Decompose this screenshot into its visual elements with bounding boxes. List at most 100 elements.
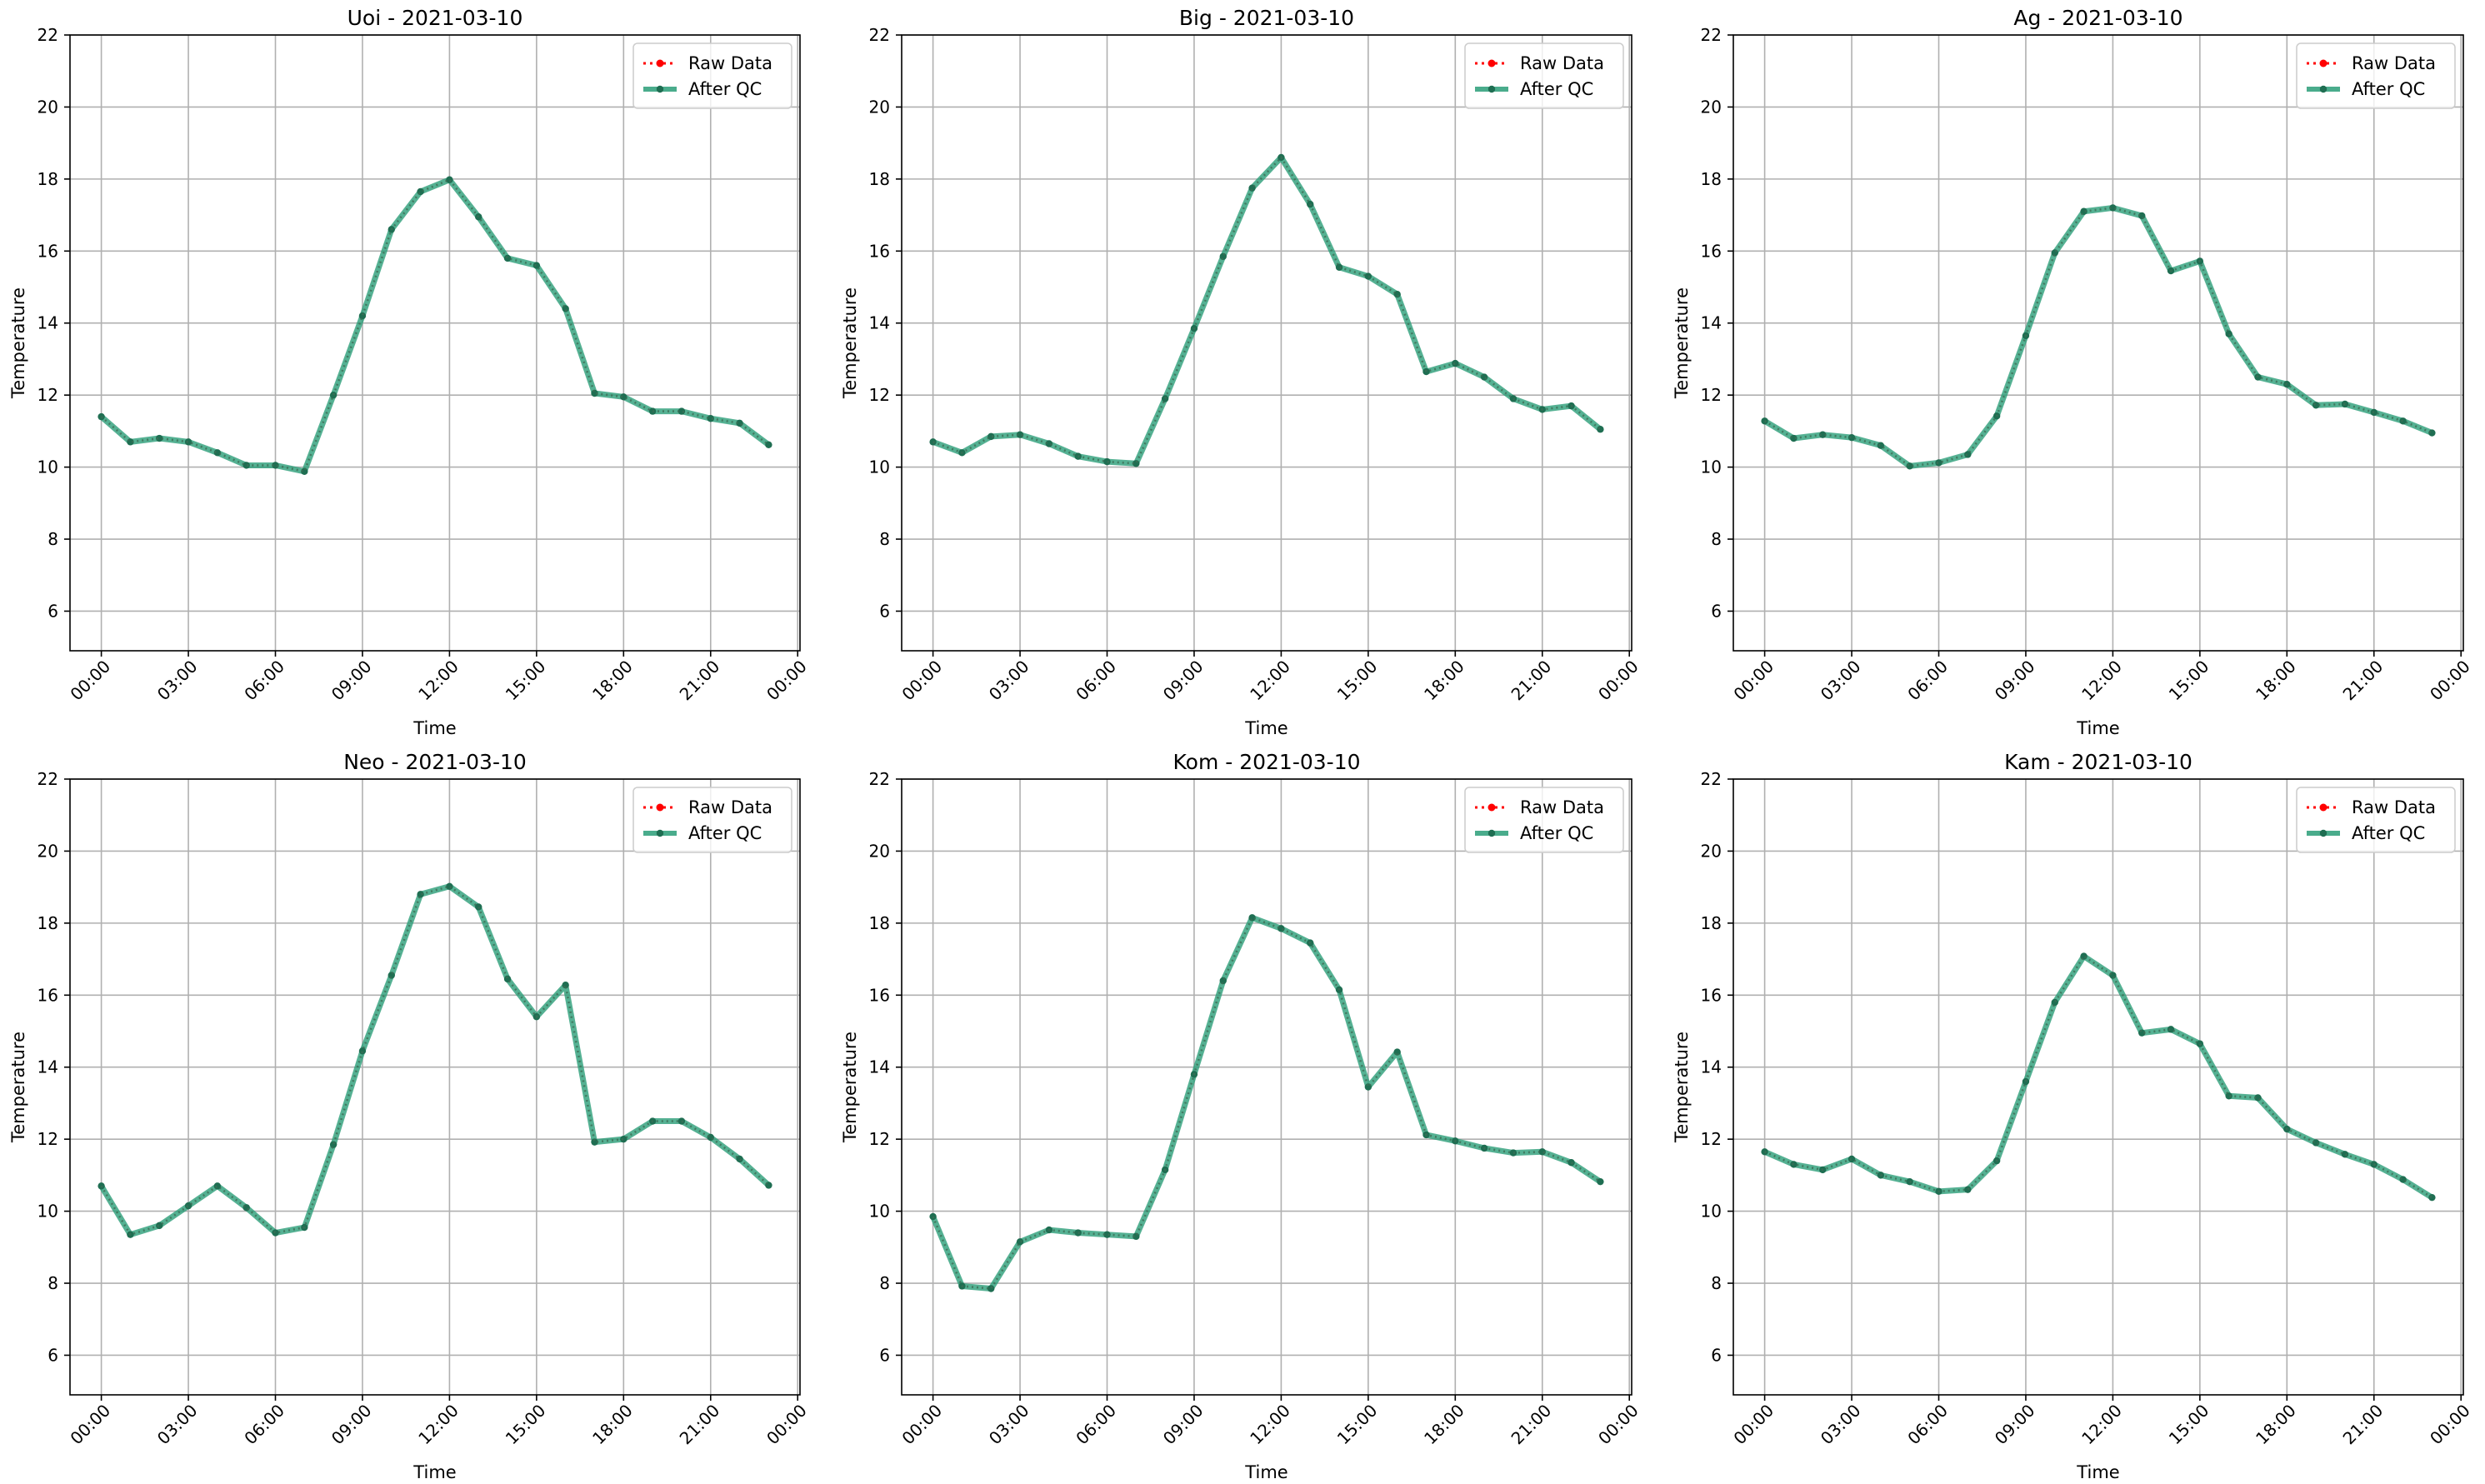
data-point-after-qc — [417, 891, 424, 898]
legend-box — [632, 787, 792, 853]
y-tick-label: 10 — [38, 457, 58, 477]
data-point-after-qc — [1364, 272, 1372, 280]
legend-box — [632, 42, 792, 109]
legend-label-raw-data: Raw Data — [2352, 53, 2436, 73]
data-point-after-qc — [2109, 204, 2117, 212]
x-tick-label: 00:00 — [898, 657, 946, 705]
data-point-after-qc — [765, 441, 772, 449]
y-tick-label: 12 — [1701, 1129, 1722, 1149]
y-tick-label: 12 — [1701, 385, 1722, 405]
chart-title: Uoi - 2021-03-10 — [348, 6, 523, 30]
chart-title: Kom - 2021-03-10 — [1173, 750, 1361, 774]
data-point-after-qc — [988, 432, 995, 441]
data-point-after-qc — [156, 1222, 163, 1230]
y-tick-label: 10 — [869, 1202, 890, 1222]
x-tick-label: 00:00 — [898, 1401, 946, 1449]
x-tick-label: 21:00 — [676, 657, 724, 705]
y-tick-label: 14 — [38, 1057, 58, 1077]
legend-marker-after-qc — [2319, 829, 2328, 837]
y-tick-label: 16 — [1701, 985, 1722, 1005]
data-point-after-qc — [1452, 359, 1459, 367]
legend-marker-raw-data — [2319, 803, 2328, 812]
y-tick-label: 14 — [38, 313, 58, 333]
y-tick-label: 14 — [1701, 1057, 1722, 1077]
y-tick-label: 6 — [1711, 601, 1722, 621]
y-tick-label: 18 — [38, 913, 58, 933]
data-point-after-qc — [446, 176, 453, 183]
data-point-after-qc — [213, 1182, 222, 1190]
y-tick-label: 20 — [1701, 97, 1722, 117]
legend-marker-raw-data — [656, 803, 664, 812]
y-tick-label: 8 — [1711, 1273, 1722, 1293]
y-axis-label: Temperature — [8, 1032, 28, 1143]
x-tick-label: 18:00 — [588, 657, 637, 705]
x-tick-label: 21:00 — [2339, 657, 2388, 705]
data-point-after-qc — [1161, 395, 1169, 402]
data-point-after-qc — [2341, 1151, 2349, 1158]
data-point-after-qc — [988, 1285, 995, 1292]
x-tick-label: 06:00 — [1903, 657, 1952, 705]
data-point-after-qc — [1819, 431, 1827, 438]
data-point-after-qc — [2254, 373, 2262, 381]
y-tick-label: 18 — [1701, 913, 1722, 933]
x-tick-label: 00:00 — [1729, 1401, 1778, 1449]
data-point-after-qc — [98, 1182, 105, 1190]
x-tick-label: 09:00 — [1159, 657, 1208, 705]
x-tick-label: 12:00 — [2078, 1401, 2126, 1449]
y-tick-label: 18 — [1701, 169, 1722, 189]
x-tick-label: 12:00 — [2078, 657, 2126, 705]
x-tick-label: 09:00 — [328, 1401, 376, 1449]
y-tick-label: 10 — [38, 1202, 58, 1222]
y-tick-label: 14 — [869, 1057, 890, 1077]
data-point-after-qc — [1480, 373, 1488, 381]
x-tick-label: 06:00 — [1072, 657, 1120, 705]
series-line-after-qc — [1762, 204, 2435, 469]
x-axis-label: Time — [1244, 718, 1288, 738]
x-tick-label: 06:00 — [1072, 1401, 1120, 1449]
y-axis-label: Temperature — [840, 287, 860, 399]
legend-box — [1464, 42, 1624, 109]
data-point-after-qc — [591, 1138, 598, 1146]
grid — [70, 34, 800, 651]
grid — [1733, 34, 2463, 651]
subplot-2: 6 8 10 12 14 16 18 20 22 00:00 03:00 06:00 09:00 12:0… — [1672, 6, 2474, 738]
grid — [902, 778, 1632, 1395]
y-axis-label: Temperature — [1672, 1032, 1692, 1143]
x-axis-label: Time — [412, 718, 456, 738]
legend: Raw Data After QC — [2296, 42, 2456, 109]
legend-label-after-qc: After QC — [1520, 823, 1593, 843]
data-point-after-qc — [532, 262, 541, 269]
y-tick-label: 22 — [869, 25, 890, 45]
axes-frame — [69, 34, 801, 652]
x-axis-label: Time — [2076, 718, 2119, 738]
legend-label-after-qc: After QC — [2352, 823, 2425, 843]
data-point-after-qc — [1422, 367, 1430, 376]
axes-frame — [901, 778, 1632, 1396]
data-point-after-qc — [184, 1202, 192, 1210]
data-point-after-qc — [1103, 1231, 1111, 1238]
legend-marker-raw-data — [656, 59, 664, 67]
y-tick-label: 10 — [869, 457, 890, 477]
x-tick-label: 18:00 — [2252, 1401, 2300, 1449]
chart-title: Kam - 2021-03-10 — [2004, 750, 2192, 774]
legend-label-raw-data: Raw Data — [2352, 797, 2436, 817]
legend-label-raw-data: Raw Data — [1520, 53, 1604, 73]
x-tick-label: 12:00 — [1246, 1401, 1294, 1449]
data-point-after-qc — [358, 312, 367, 320]
x-tick-label: 12:00 — [1246, 657, 1294, 705]
data-point-after-qc — [1848, 1155, 1856, 1163]
data-point-after-qc — [1964, 451, 1972, 458]
y-axis-label: Temperature — [1672, 287, 1692, 399]
series-line-after-qc — [930, 914, 1603, 1292]
data-point-after-qc — [156, 434, 163, 442]
data-point-after-qc — [1335, 263, 1343, 271]
data-point-after-qc — [1103, 457, 1111, 466]
x-tick-label: 03:00 — [1817, 1401, 1865, 1449]
data-point-after-qc — [242, 462, 250, 469]
grid — [902, 34, 1632, 651]
y-tick-label: 12 — [38, 1129, 58, 1149]
data-point-after-qc — [1597, 426, 1604, 433]
x-tick-label: 18:00 — [1420, 1401, 1468, 1449]
x-tick-label: 15:00 — [2165, 1401, 2213, 1449]
x-tick-label: 03:00 — [985, 1401, 1033, 1449]
